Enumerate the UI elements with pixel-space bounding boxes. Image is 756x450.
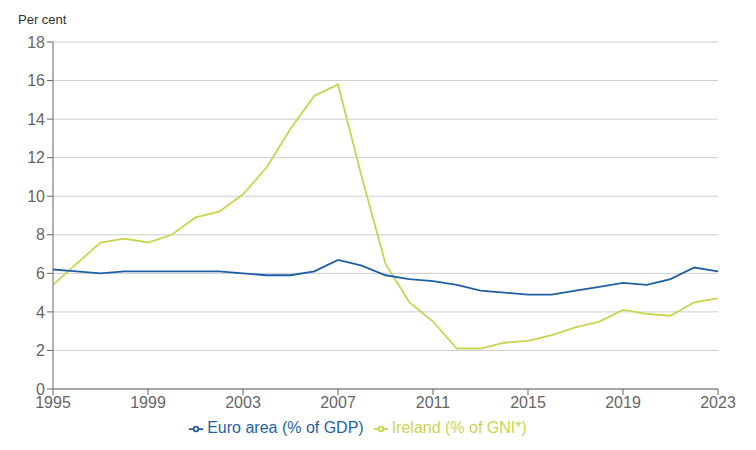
svg-text:0: 0 — [36, 381, 45, 398]
svg-text:18: 18 — [27, 34, 45, 51]
svg-text:1995: 1995 — [35, 394, 71, 412]
svg-text:2: 2 — [36, 342, 45, 359]
html-text:Euro area (% of GDP): Euro area (% of GDP) — [207, 419, 364, 436]
svg-text:2015: 2015 — [510, 394, 546, 411]
svg-text:2019: 2019 — [605, 394, 641, 411]
svg-text:1999: 1999 — [130, 394, 166, 411]
svg-text:2023: 2023 — [700, 394, 736, 411]
svg-text:16: 16 — [27, 72, 45, 89]
html-text:Per cent: Per cent — [18, 12, 67, 27]
html-text:Ireland (% of GNI*): Ireland (% of GNI*) — [391, 419, 527, 436]
svg-text:4: 4 — [36, 304, 45, 321]
svg-text:2011: 2011 — [416, 394, 451, 411]
svg-text:12: 12 — [27, 149, 45, 166]
svg-text:6: 6 — [36, 265, 45, 282]
svg-text:10: 10 — [27, 188, 45, 205]
svg-text:2007: 2007 — [320, 394, 356, 411]
svg-text:8: 8 — [36, 226, 45, 243]
svg-text:2003: 2003 — [225, 394, 261, 411]
svg-text:14: 14 — [27, 111, 45, 128]
